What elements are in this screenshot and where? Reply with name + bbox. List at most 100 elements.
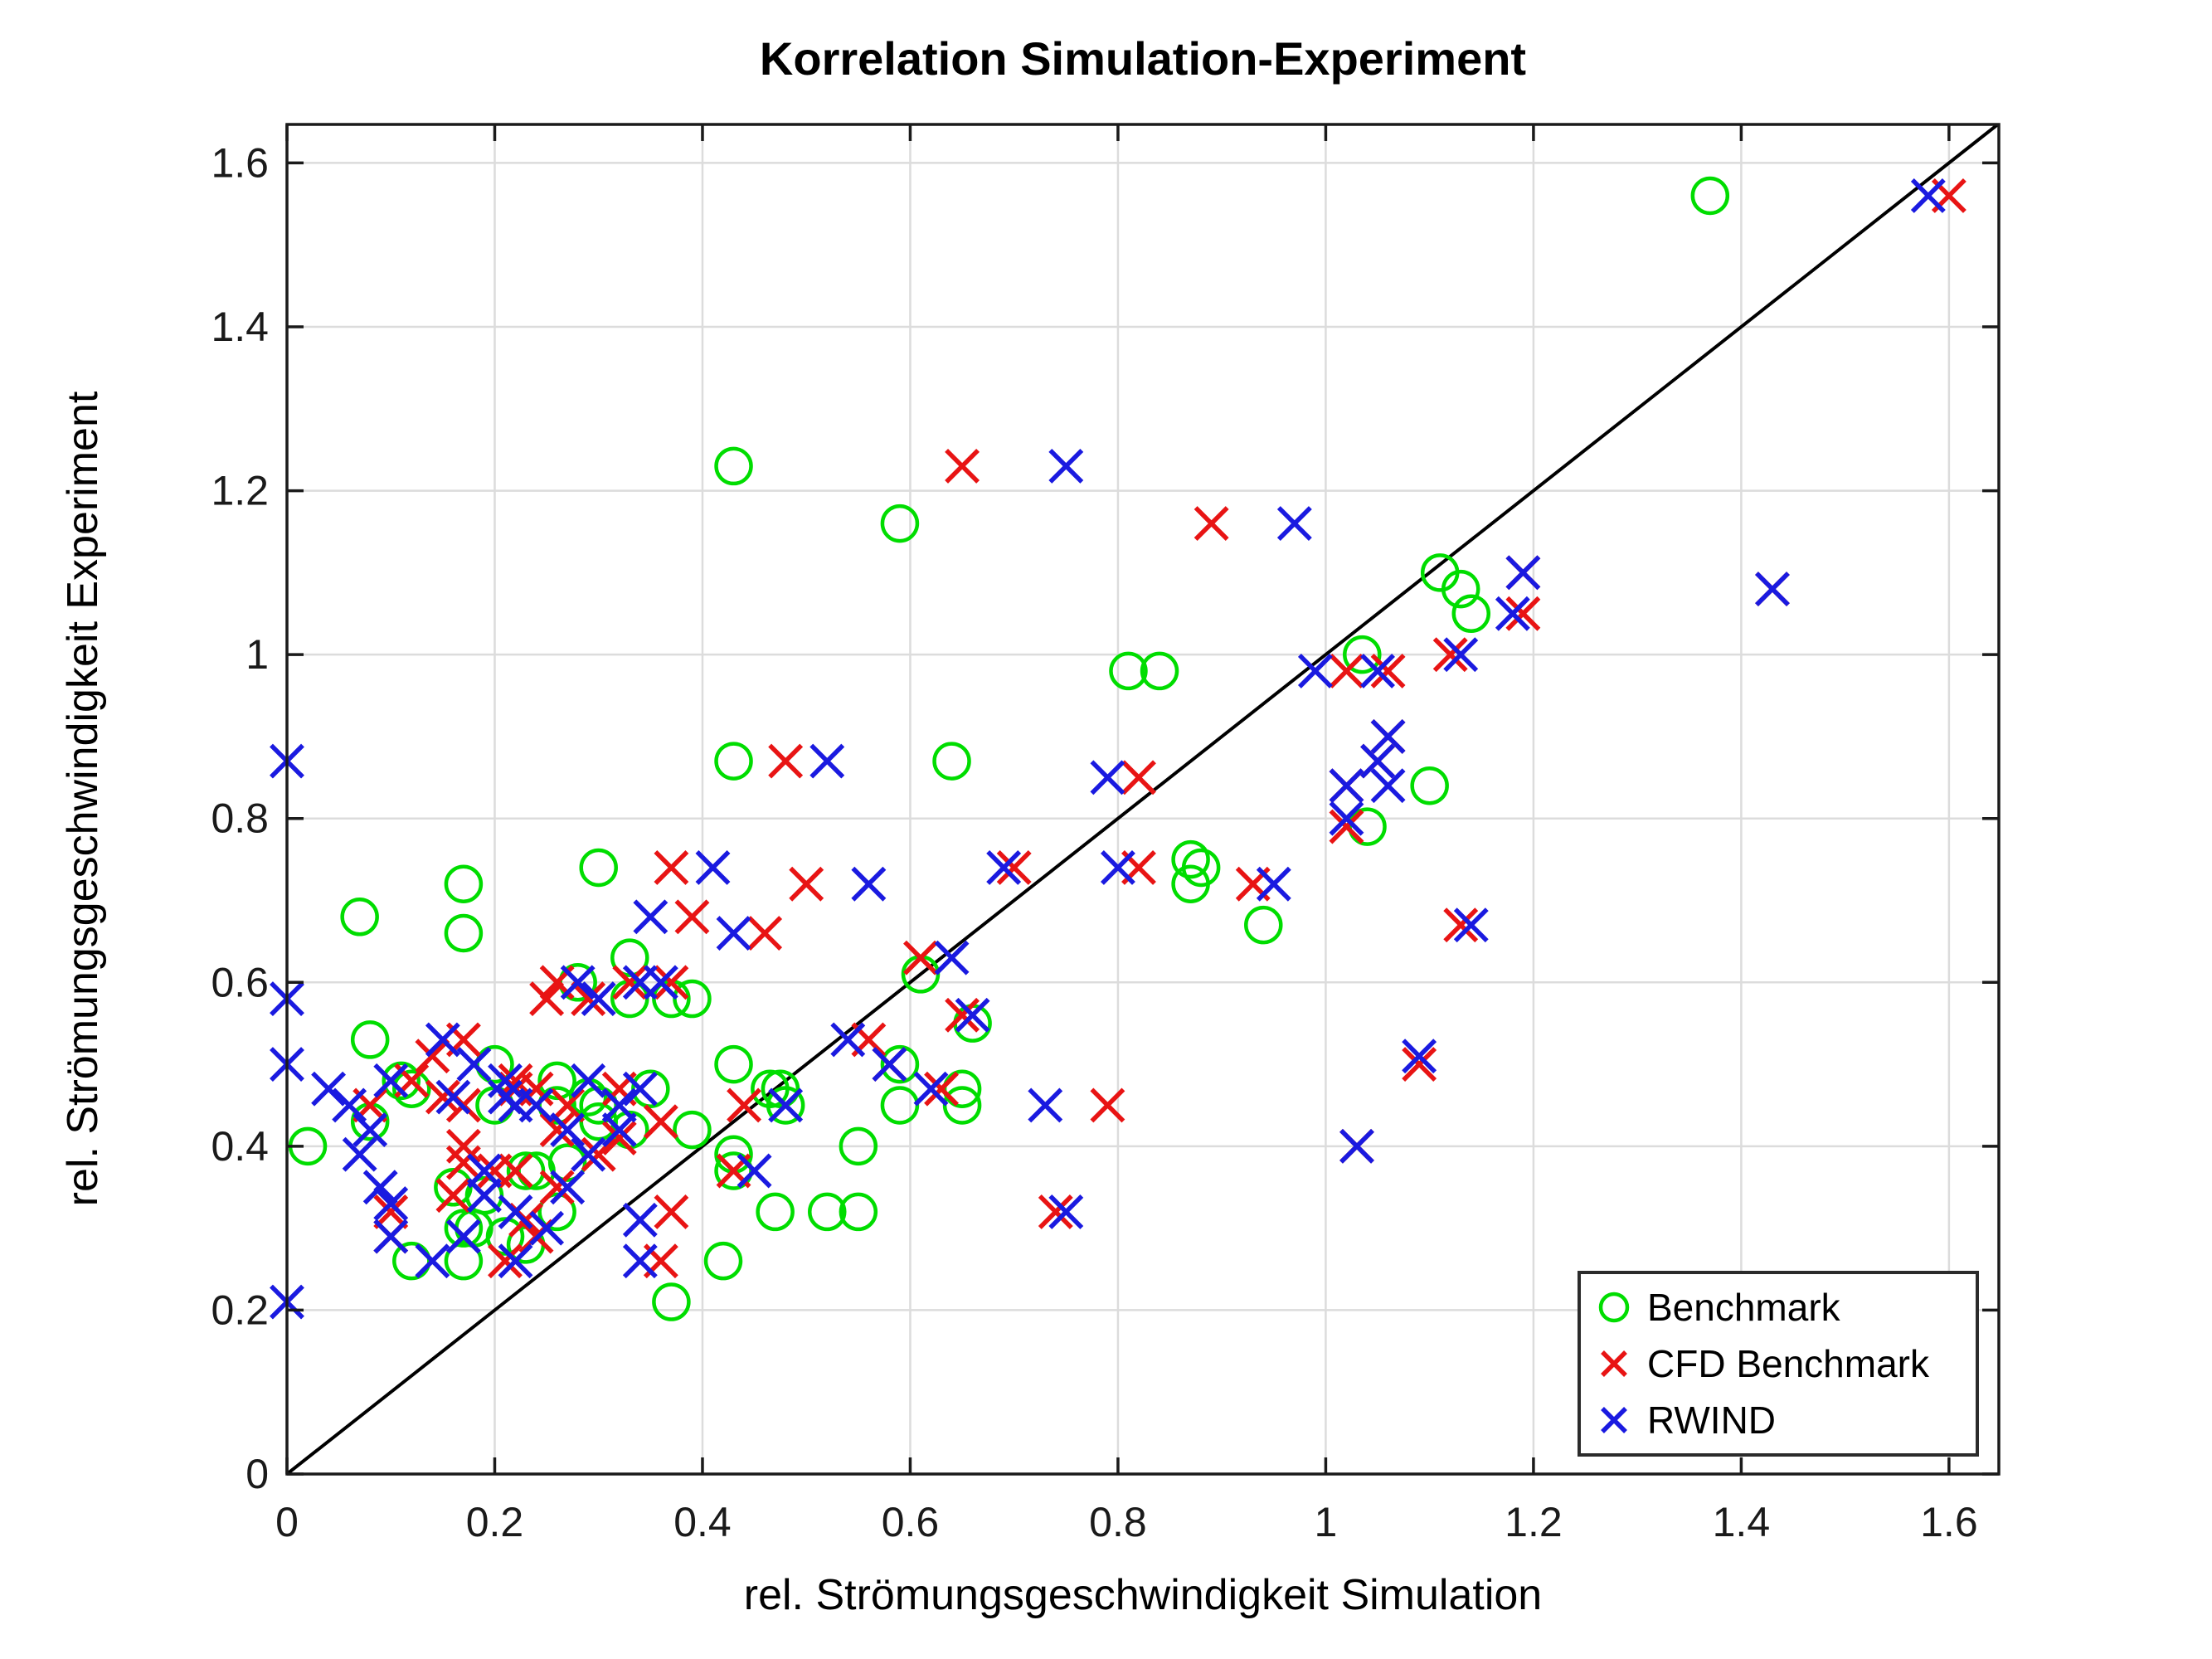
data-point-rwind xyxy=(1256,866,1291,902)
circle-marker-icon xyxy=(1598,1292,1630,1323)
data-point-rwind xyxy=(1297,653,1333,688)
data-point-rwind xyxy=(581,981,616,1016)
data-point-rwind xyxy=(1910,178,1946,213)
data-point-rwind xyxy=(872,1047,907,1082)
data-point-rwind xyxy=(1329,768,1364,804)
data-point-rwind xyxy=(601,1087,637,1123)
x-tick-label: 1.2 xyxy=(1505,1499,1563,1545)
data-point-benchmark xyxy=(932,742,971,781)
data-point-rwind xyxy=(622,1071,658,1107)
data-point-rwind xyxy=(1495,596,1530,631)
data-point-benchmark xyxy=(714,446,753,486)
data-point-benchmark xyxy=(808,1192,847,1232)
data-point-rwind xyxy=(622,1202,658,1238)
data-point-cfd-benchmark xyxy=(996,850,1032,885)
data-point-benchmark xyxy=(756,1192,795,1232)
data-point-cfd-benchmark xyxy=(518,1071,554,1107)
data-point-rwind xyxy=(1028,1087,1063,1123)
data-point-rwind xyxy=(352,1112,388,1148)
data-point-rwind xyxy=(550,1112,586,1148)
x-tick-label: 0.2 xyxy=(466,1499,524,1545)
data-point-rwind xyxy=(456,1047,492,1082)
y-tick-label: 0.4 xyxy=(211,1123,269,1170)
data-point-cfd-benchmark xyxy=(654,1194,689,1229)
data-point-cfd-benchmark xyxy=(581,1136,616,1172)
data-point-benchmark xyxy=(444,913,484,953)
data-point-cfd-benchmark xyxy=(1402,1047,1437,1082)
data-point-benchmark xyxy=(350,1020,390,1059)
data-point-benchmark xyxy=(1181,848,1221,888)
legend-item-benchmark: Benchmark xyxy=(1581,1285,1976,1330)
data-point-cfd-benchmark xyxy=(373,1194,409,1229)
data-point-benchmark xyxy=(392,1241,431,1281)
data-point-benchmark xyxy=(703,1241,743,1281)
data-point-cfd-benchmark xyxy=(601,1121,637,1155)
data-point-benchmark xyxy=(880,504,920,543)
data-point-rwind xyxy=(1443,637,1479,673)
data-point-rwind xyxy=(498,1194,533,1229)
plot-box xyxy=(285,123,2001,1476)
x-tick-label: 0.4 xyxy=(673,1499,732,1545)
data-point-cfd-benchmark xyxy=(768,743,804,779)
data-point-cfd-benchmark xyxy=(425,1079,460,1115)
data-point-cfd-benchmark xyxy=(1121,760,1156,795)
data-point-cfd-benchmark xyxy=(789,866,824,902)
data-point-benchmark xyxy=(652,1282,691,1321)
data-point-rwind xyxy=(643,965,678,1000)
data-point-cfd-benchmark xyxy=(435,1178,471,1214)
data-point-cfd-benchmark xyxy=(654,850,689,885)
data-point-benchmark xyxy=(673,979,712,1019)
data-point-rwind xyxy=(1048,1194,1084,1229)
data-point-benchmark xyxy=(1441,569,1480,609)
data-point-benchmark xyxy=(444,1209,484,1248)
x-tick-label: 0.6 xyxy=(882,1499,940,1545)
data-point-rwind xyxy=(737,1153,772,1189)
data-point-rwind xyxy=(955,997,990,1033)
data-point-rwind xyxy=(445,1219,481,1254)
data-point-cfd-benchmark xyxy=(1432,637,1468,673)
x-marker-icon xyxy=(1601,1350,1627,1377)
data-point-rwind xyxy=(633,899,668,935)
data-point-rwind xyxy=(1370,768,1406,804)
data-point-rwind xyxy=(695,850,731,885)
data-point-rwind xyxy=(1100,850,1135,885)
data-point-rwind xyxy=(467,1153,502,1189)
data-point-cfd-benchmark xyxy=(654,965,689,1000)
x-tick-label: 1.6 xyxy=(1920,1499,1978,1545)
identity-line xyxy=(285,123,1999,1476)
legend-label: RWIND xyxy=(1647,1399,1777,1442)
data-point-rwind xyxy=(1276,506,1312,542)
data-point-cfd-benchmark xyxy=(945,997,980,1033)
x-axis-label: rel. Strömungsgeschwindigkeit Simulation xyxy=(743,1571,1543,1619)
data-point-cfd-benchmark xyxy=(498,1063,533,1098)
data-point-benchmark xyxy=(475,1044,514,1084)
data-point-benchmark xyxy=(1171,839,1210,879)
x-marker-icon xyxy=(1601,1407,1627,1433)
data-point-rwind xyxy=(311,1071,347,1107)
data-point-benchmark xyxy=(1343,635,1382,674)
data-point-cfd-benchmark xyxy=(1329,653,1364,688)
x-tick-label: 1 xyxy=(1315,1499,1338,1545)
data-point-cfd-benchmark xyxy=(612,965,648,1000)
data-point-rwind xyxy=(332,1087,367,1123)
data-point-rwind xyxy=(934,940,970,975)
data-point-cfd-benchmark xyxy=(903,940,938,975)
data-point-rwind xyxy=(768,1087,804,1123)
data-point-rwind xyxy=(342,1136,377,1172)
data-point-cfd-benchmark xyxy=(945,448,980,484)
data-point-cfd-benchmark xyxy=(498,1153,533,1189)
data-point-benchmark xyxy=(1451,594,1491,634)
data-point-benchmark xyxy=(942,1069,982,1108)
data-point-benchmark xyxy=(1244,905,1283,945)
data-point-rwind xyxy=(1329,800,1364,836)
data-point-cfd-benchmark xyxy=(674,899,710,935)
data-point-cfd-benchmark xyxy=(747,916,783,951)
y-tick-label: 0.6 xyxy=(211,959,269,1005)
data-point-benchmark xyxy=(880,1044,920,1084)
data-point-benchmark xyxy=(714,742,753,781)
data-point-cfd-benchmark xyxy=(529,981,565,1016)
data-point-rwind xyxy=(1505,555,1541,591)
data-point-cfd-benchmark xyxy=(445,1128,481,1164)
data-point-cfd-benchmark xyxy=(1038,1194,1073,1229)
